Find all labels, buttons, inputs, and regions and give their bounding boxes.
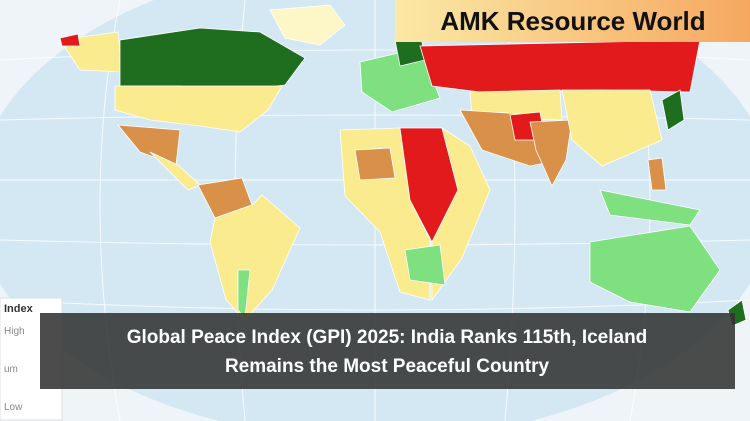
brand-title: AMK Resource World (440, 6, 705, 36)
legend-title: Index (4, 303, 34, 315)
legend-label: Low (4, 402, 23, 413)
banner (40, 313, 735, 389)
legend-label: um (4, 364, 18, 375)
banner-line: Remains the Most Peaceful Country (225, 356, 550, 377)
brand-box (395, 0, 750, 42)
countries (59, 4, 747, 327)
banner-line: Global Peace Index (GPI) 2025: India Ran… (127, 327, 648, 348)
legend-label: High (4, 326, 25, 337)
